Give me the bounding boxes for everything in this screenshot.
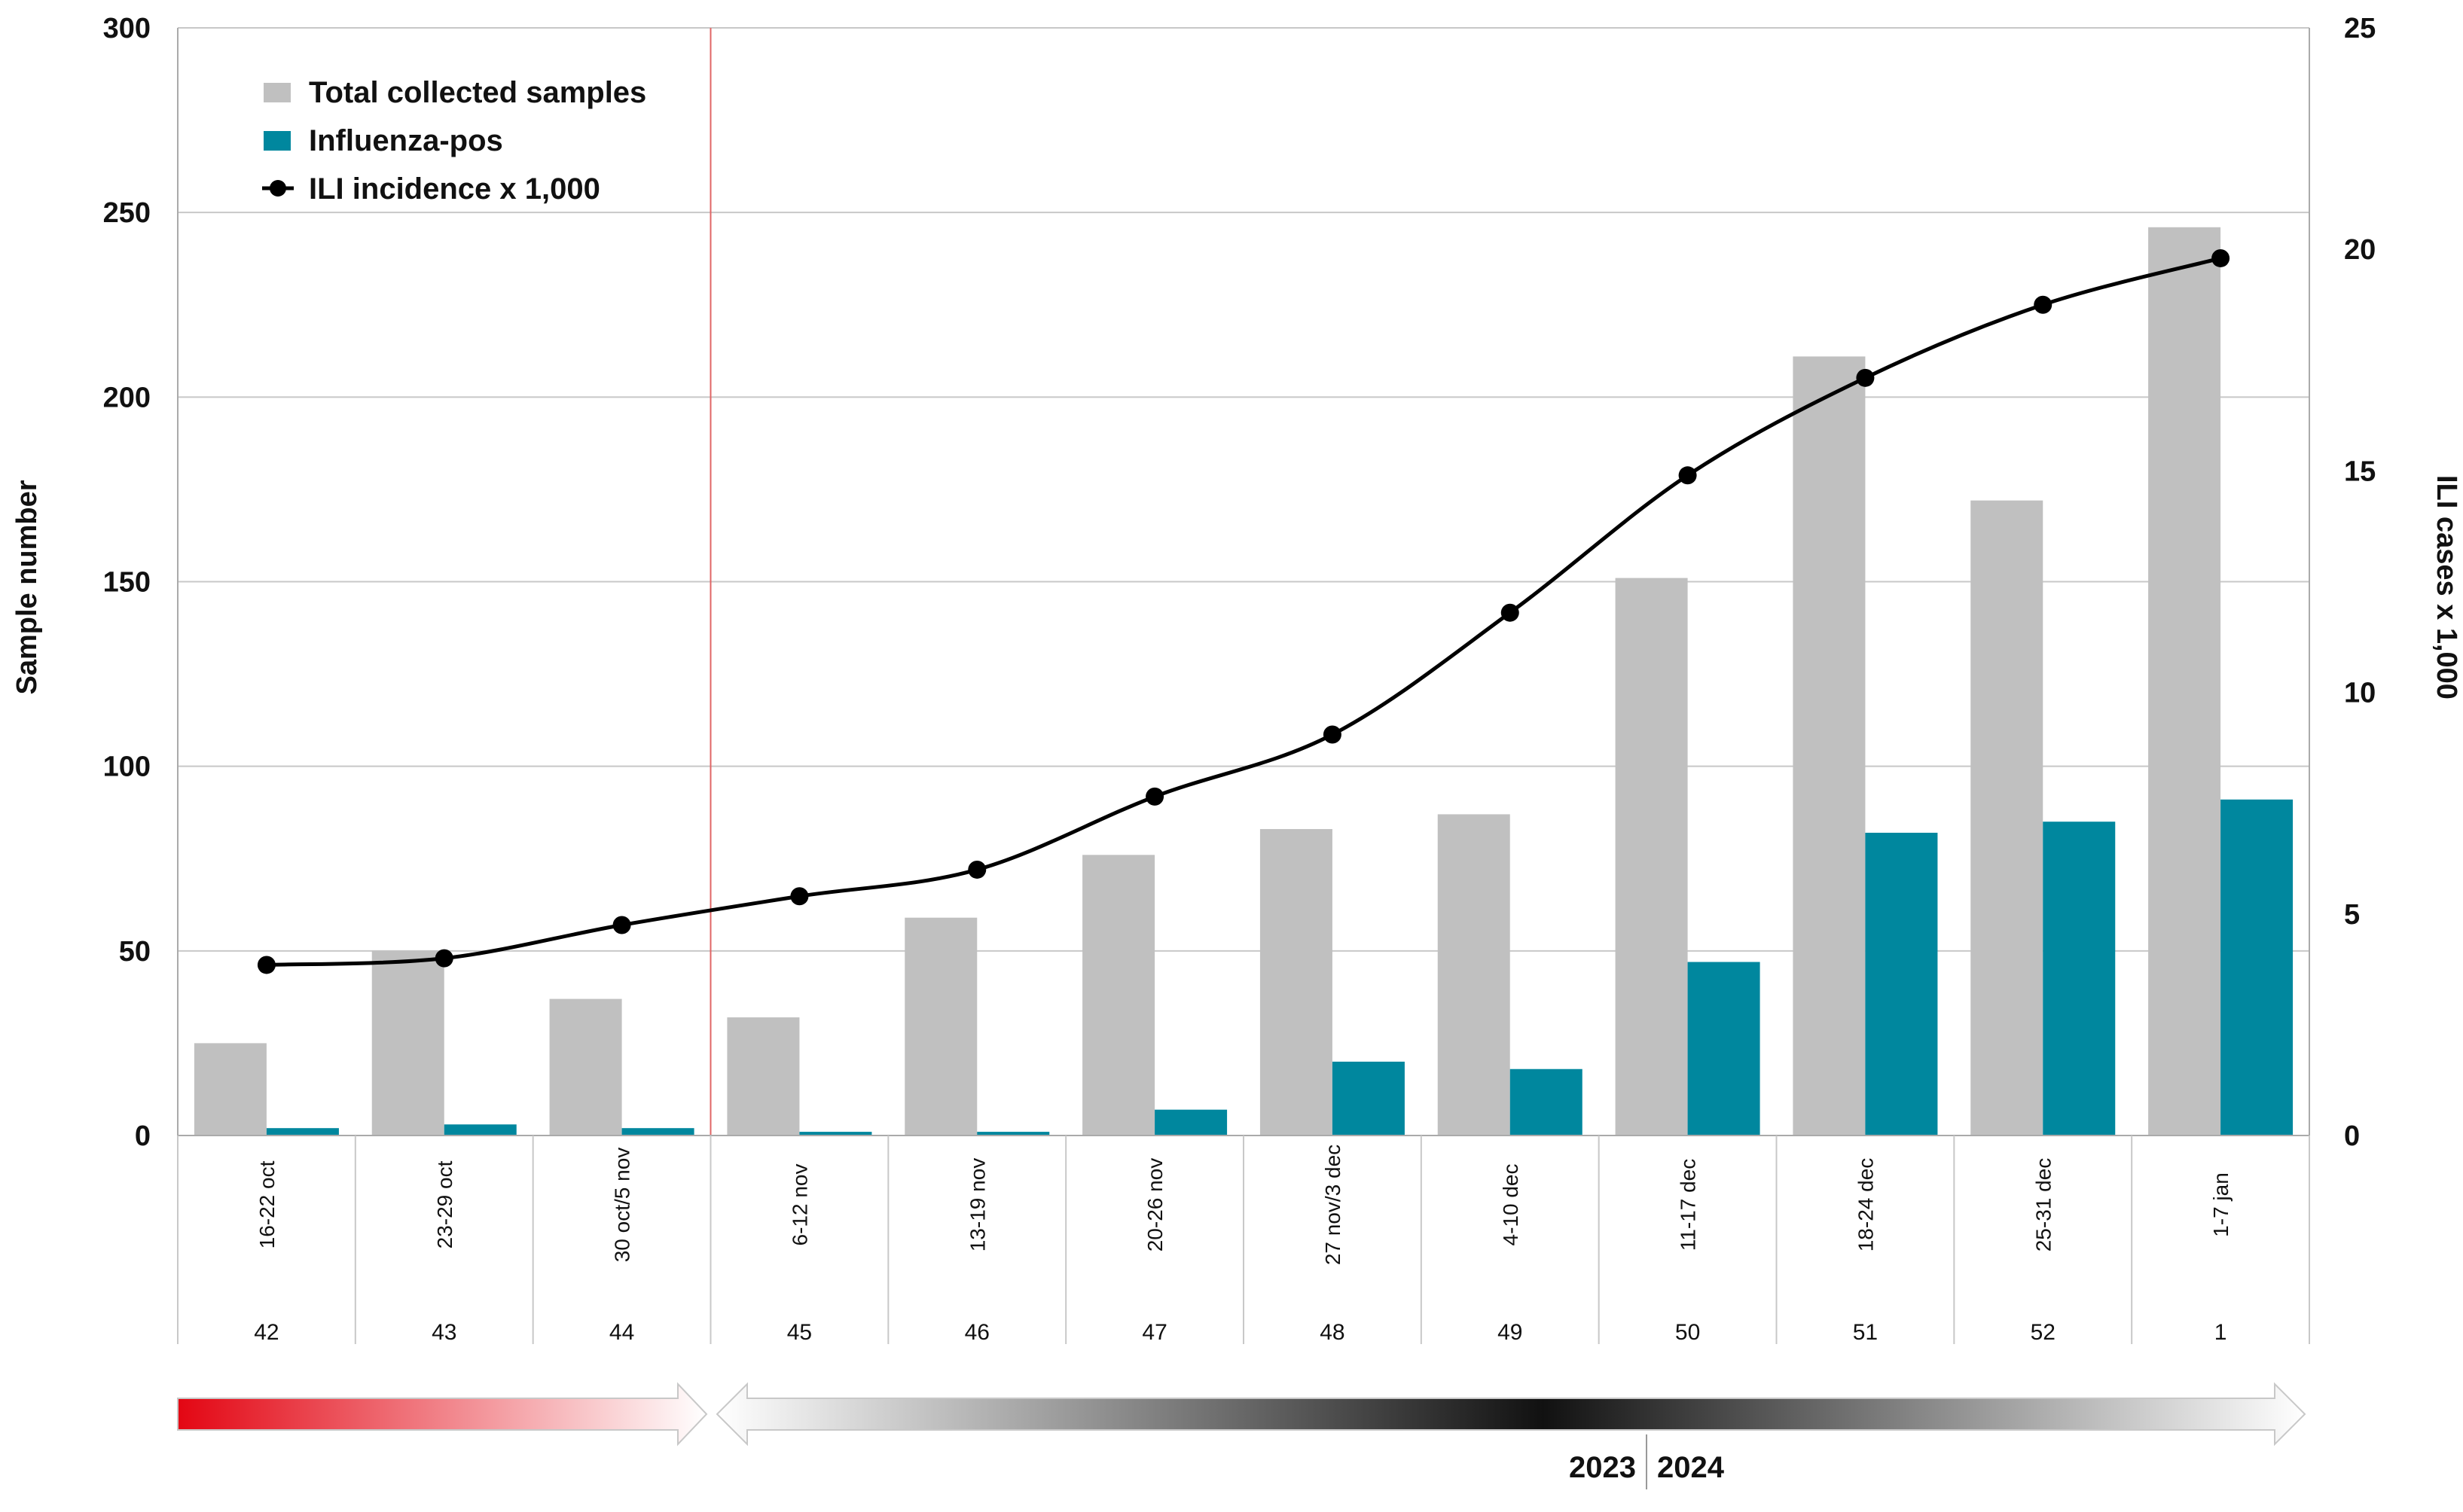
x-category-label: 1-7 jan xyxy=(2209,1172,2233,1237)
bars xyxy=(178,227,2309,1136)
x-category-label: 16-22 oct xyxy=(255,1160,279,1248)
week-number-label: 48 xyxy=(1320,1320,1344,1345)
x-category-label: 11-17 dec xyxy=(1677,1159,1700,1251)
right-axis-ticks: 0 5 10 15 20 25 xyxy=(2344,13,2376,1152)
week-number-label: 49 xyxy=(1497,1320,1522,1345)
bar-influenza-pos xyxy=(1865,832,1938,1136)
ili-point xyxy=(968,860,987,879)
legend-label-influenza: Influenza-pos xyxy=(309,124,503,157)
right-axis-title: ILI cases x 1,000 xyxy=(2431,475,2462,700)
y-tick-label: 0 xyxy=(135,1120,151,1152)
ili-point xyxy=(612,916,631,934)
y-tick-label: 100 xyxy=(103,751,151,783)
legend-swatch-influenza xyxy=(264,131,291,151)
x-category-label: 27 nov/3 dec xyxy=(1321,1145,1344,1265)
ili-point xyxy=(1678,466,1697,485)
bar-influenza-pos xyxy=(977,1132,1050,1136)
week-number-label: 42 xyxy=(254,1320,279,1345)
ili-point xyxy=(790,887,809,906)
bar-total-samples xyxy=(194,1043,267,1136)
bar-total-samples xyxy=(2148,227,2221,1136)
week-number-label: 51 xyxy=(1853,1320,1878,1345)
bar-total-samples xyxy=(727,1017,800,1136)
season-arrow-red xyxy=(177,1382,708,1446)
bar-total-samples xyxy=(1970,500,2043,1136)
bar-influenza-pos xyxy=(799,1132,872,1136)
ili-point xyxy=(2211,248,2230,267)
week-number-label: 50 xyxy=(1675,1320,1700,1345)
week-number-label: 46 xyxy=(965,1320,990,1345)
legend-label-total: Total collected samples xyxy=(309,76,646,109)
x-category-label: 18-24 dec xyxy=(1854,1158,1877,1252)
gridlines xyxy=(178,27,2309,1136)
y2-tick-label: 20 xyxy=(2344,234,2376,266)
bar-total-samples xyxy=(1259,829,1332,1136)
x-category-label: 30 oct/5 nov xyxy=(611,1148,634,1263)
x-category-label: 20-26 nov xyxy=(1143,1158,1167,1252)
ili-point xyxy=(1500,603,1519,622)
y-tick-label: 200 xyxy=(103,382,151,413)
bar-influenza-pos xyxy=(1509,1068,1582,1136)
bar-influenza-pos xyxy=(2043,822,2116,1136)
ili-point xyxy=(1146,787,1164,806)
bar-influenza-pos xyxy=(1687,962,1760,1136)
y-tick-label: 150 xyxy=(103,567,151,599)
ili-point xyxy=(257,956,276,974)
y2-tick-label: 5 xyxy=(2344,899,2360,931)
ili-incidence-line xyxy=(266,256,2221,967)
x-category-label: 6-12 nov xyxy=(788,1164,811,1246)
week-number-label: 43 xyxy=(432,1320,456,1345)
left-axis-title: Sample number xyxy=(11,480,43,694)
ili-point xyxy=(1856,368,1875,387)
y2-tick-label: 15 xyxy=(2344,456,2376,487)
bar-total-samples xyxy=(1615,578,1688,1136)
bar-total-samples xyxy=(549,998,622,1136)
left-axis-ticks: 0 50 100 150 200 250 300 xyxy=(103,13,151,1152)
ili-point xyxy=(2034,295,2052,314)
week-number-label: 52 xyxy=(2031,1320,2056,1345)
y2-tick-label: 10 xyxy=(2344,678,2376,709)
y2-tick-label: 25 xyxy=(2344,13,2376,44)
week-number-label: 1 xyxy=(2214,1320,2227,1345)
year-label-2023: 2023 xyxy=(1569,1451,1636,1484)
week-number-label: 44 xyxy=(609,1320,634,1345)
legend-label-ili: ILI incidence x 1,000 xyxy=(309,172,600,206)
bar-total-samples xyxy=(371,950,444,1136)
legend-marker-ili xyxy=(270,180,286,197)
bar-influenza-pos xyxy=(1332,1061,1405,1136)
season-arrows: 2023 2024 xyxy=(177,1382,2306,1489)
bar-influenza-pos xyxy=(2220,799,2294,1136)
legend: Total collected samples Influenza-pos IL… xyxy=(262,76,646,206)
legend-swatch-total xyxy=(264,83,291,102)
bar-influenza-pos xyxy=(444,1124,517,1136)
y-tick-label: 250 xyxy=(103,197,151,229)
season-arrow-gray xyxy=(716,1382,2306,1446)
y2-tick-label: 0 xyxy=(2344,1120,2360,1152)
week-number-label: 45 xyxy=(787,1320,812,1345)
y-tick-label: 50 xyxy=(119,936,151,968)
x-category-label: 23-29 oct xyxy=(433,1160,456,1248)
bar-influenza-pos xyxy=(266,1128,339,1136)
week-number-label: 47 xyxy=(1142,1320,1167,1345)
ili-incidence-points xyxy=(257,248,2230,974)
bar-total-samples xyxy=(905,917,978,1136)
ili-point xyxy=(1323,725,1341,744)
ili-point xyxy=(435,949,453,968)
category-table: 16-22 oct 42 23-29 oct 43 30 oct/5 nov 44 6-12… xyxy=(177,1136,2310,1345)
bar-total-samples xyxy=(1793,356,1866,1136)
y-tick-label: 300 xyxy=(103,13,151,44)
x-category-label: 13-19 nov xyxy=(966,1158,989,1252)
year-label-2024: 2024 xyxy=(1657,1451,1725,1484)
bar-total-samples xyxy=(1437,814,1510,1136)
x-category-label: 4-10 dec xyxy=(1499,1164,1522,1246)
bar-influenza-pos xyxy=(1155,1109,1228,1136)
bar-influenza-pos xyxy=(621,1128,694,1136)
bar-total-samples xyxy=(1082,855,1155,1136)
x-category-label: 25-31 dec xyxy=(2031,1158,2055,1252)
